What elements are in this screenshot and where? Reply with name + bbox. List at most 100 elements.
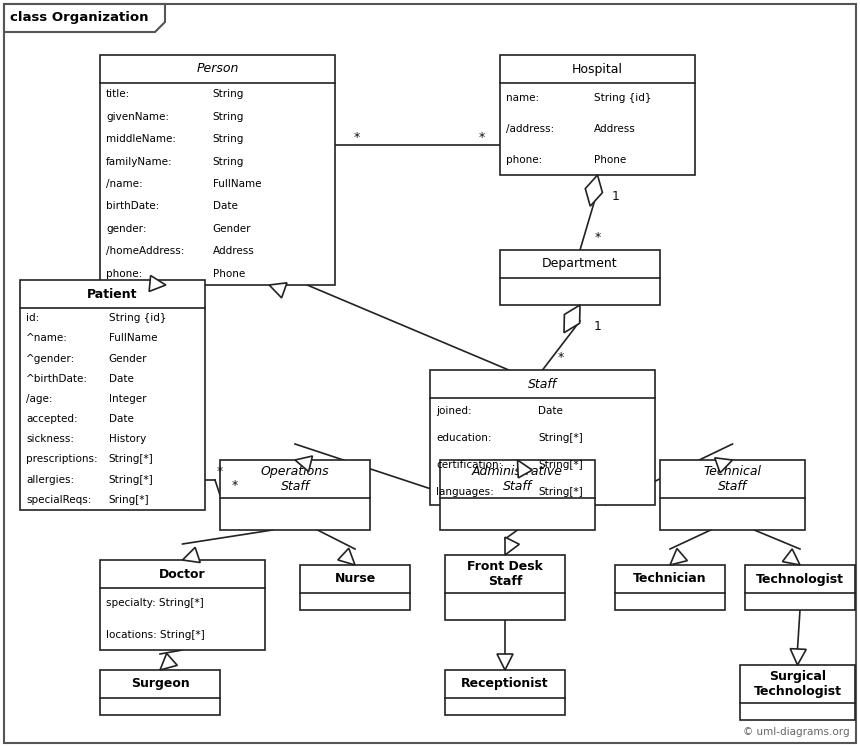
Bar bbox=[100, 55, 335, 285]
Text: /address:: /address: bbox=[506, 124, 554, 134]
Text: Hospital: Hospital bbox=[572, 63, 623, 75]
Text: phone:: phone: bbox=[506, 155, 543, 164]
Text: certification:: certification: bbox=[436, 460, 502, 470]
Bar bbox=[445, 670, 565, 715]
Text: languages:: languages: bbox=[436, 486, 494, 497]
Text: *: * bbox=[232, 479, 238, 492]
Text: © uml-diagrams.org: © uml-diagrams.org bbox=[743, 727, 850, 737]
Text: *: * bbox=[353, 131, 360, 143]
Bar bbox=[660, 460, 805, 530]
Text: Doctor: Doctor bbox=[159, 568, 206, 580]
Polygon shape bbox=[269, 283, 287, 298]
Polygon shape bbox=[586, 175, 603, 206]
Polygon shape bbox=[338, 548, 355, 565]
Text: Nurse: Nurse bbox=[335, 572, 376, 586]
Text: gender:: gender: bbox=[106, 224, 146, 234]
Text: String[*]: String[*] bbox=[538, 486, 583, 497]
Bar bbox=[740, 665, 855, 720]
Text: Date: Date bbox=[109, 374, 133, 384]
Text: education:: education: bbox=[436, 433, 492, 443]
Text: History: History bbox=[109, 434, 146, 444]
Text: *: * bbox=[557, 352, 563, 365]
Text: String[*]: String[*] bbox=[538, 433, 583, 443]
Bar bbox=[500, 55, 695, 175]
Text: specialReqs:: specialReqs: bbox=[26, 495, 91, 505]
Text: Integer: Integer bbox=[109, 394, 146, 404]
Polygon shape bbox=[160, 654, 177, 670]
Text: Administrative
Staff: Administrative Staff bbox=[472, 465, 563, 493]
Bar bbox=[745, 565, 855, 610]
Text: id:: id: bbox=[26, 313, 40, 323]
Bar bbox=[440, 460, 595, 530]
Text: *: * bbox=[217, 465, 223, 477]
Text: Address: Address bbox=[212, 247, 255, 256]
Polygon shape bbox=[295, 456, 312, 471]
Text: title:: title: bbox=[106, 89, 130, 99]
Bar bbox=[100, 560, 265, 650]
Bar bbox=[615, 565, 725, 610]
Text: joined:: joined: bbox=[436, 406, 471, 416]
Text: sickness:: sickness: bbox=[26, 434, 74, 444]
Text: locations: String[*]: locations: String[*] bbox=[106, 630, 205, 639]
Text: String {id}: String {id} bbox=[593, 93, 651, 103]
Text: Surgeon: Surgeon bbox=[131, 678, 189, 690]
Text: Patient: Patient bbox=[87, 288, 138, 300]
Text: Department: Department bbox=[542, 258, 617, 270]
Text: class Organization: class Organization bbox=[10, 11, 149, 25]
Bar bbox=[20, 280, 205, 510]
Text: familyName:: familyName: bbox=[106, 157, 173, 167]
Text: Person: Person bbox=[196, 63, 239, 75]
Text: String: String bbox=[212, 111, 244, 122]
Bar bbox=[300, 565, 410, 610]
Text: 1: 1 bbox=[611, 190, 619, 203]
Polygon shape bbox=[783, 549, 800, 565]
Text: allergies:: allergies: bbox=[26, 474, 74, 485]
Text: String[*]: String[*] bbox=[109, 474, 154, 485]
Text: name:: name: bbox=[506, 93, 539, 103]
Text: middleName:: middleName: bbox=[106, 134, 176, 144]
Text: String {id}: String {id} bbox=[109, 313, 166, 323]
Polygon shape bbox=[505, 537, 519, 555]
Polygon shape bbox=[182, 548, 200, 562]
Text: /age:: /age: bbox=[26, 394, 52, 404]
Text: String: String bbox=[212, 89, 244, 99]
Bar bbox=[430, 370, 655, 505]
Text: birthDate:: birthDate: bbox=[106, 202, 159, 211]
Text: Phone: Phone bbox=[212, 269, 245, 279]
Text: Gender: Gender bbox=[109, 353, 147, 364]
Text: Technical
Staff: Technical Staff bbox=[703, 465, 761, 493]
Text: phone:: phone: bbox=[106, 269, 142, 279]
Text: *: * bbox=[595, 232, 601, 244]
Bar bbox=[445, 555, 565, 620]
Polygon shape bbox=[149, 276, 166, 291]
Text: givenName:: givenName: bbox=[106, 111, 169, 122]
Text: ^name:: ^name: bbox=[26, 333, 68, 344]
Polygon shape bbox=[4, 4, 165, 32]
Text: Technician: Technician bbox=[633, 572, 707, 586]
Bar bbox=[500, 250, 660, 305]
Bar bbox=[100, 670, 220, 715]
Polygon shape bbox=[497, 654, 513, 670]
Text: prescriptions:: prescriptions: bbox=[26, 454, 98, 465]
Polygon shape bbox=[790, 648, 806, 665]
Polygon shape bbox=[564, 305, 580, 332]
Text: ^gender:: ^gender: bbox=[26, 353, 76, 364]
Text: specialty: String[*]: specialty: String[*] bbox=[106, 598, 204, 609]
Text: FullName: FullName bbox=[109, 333, 157, 344]
Text: 1: 1 bbox=[594, 320, 602, 333]
Text: Technologist: Technologist bbox=[756, 572, 844, 586]
Polygon shape bbox=[670, 548, 687, 565]
Text: Phone: Phone bbox=[593, 155, 626, 164]
Text: /homeAddress:: /homeAddress: bbox=[106, 247, 184, 256]
Text: *: * bbox=[479, 131, 485, 143]
Text: Sring[*]: Sring[*] bbox=[109, 495, 150, 505]
Text: Date: Date bbox=[212, 202, 237, 211]
Text: Date: Date bbox=[538, 406, 563, 416]
Bar bbox=[220, 460, 370, 530]
Text: Date: Date bbox=[109, 414, 133, 424]
Text: ^birthDate:: ^birthDate: bbox=[26, 374, 88, 384]
Text: String[*]: String[*] bbox=[538, 460, 583, 470]
Text: Gender: Gender bbox=[212, 224, 251, 234]
Text: String: String bbox=[212, 134, 244, 144]
Text: Surgical
Technologist: Surgical Technologist bbox=[753, 670, 841, 698]
